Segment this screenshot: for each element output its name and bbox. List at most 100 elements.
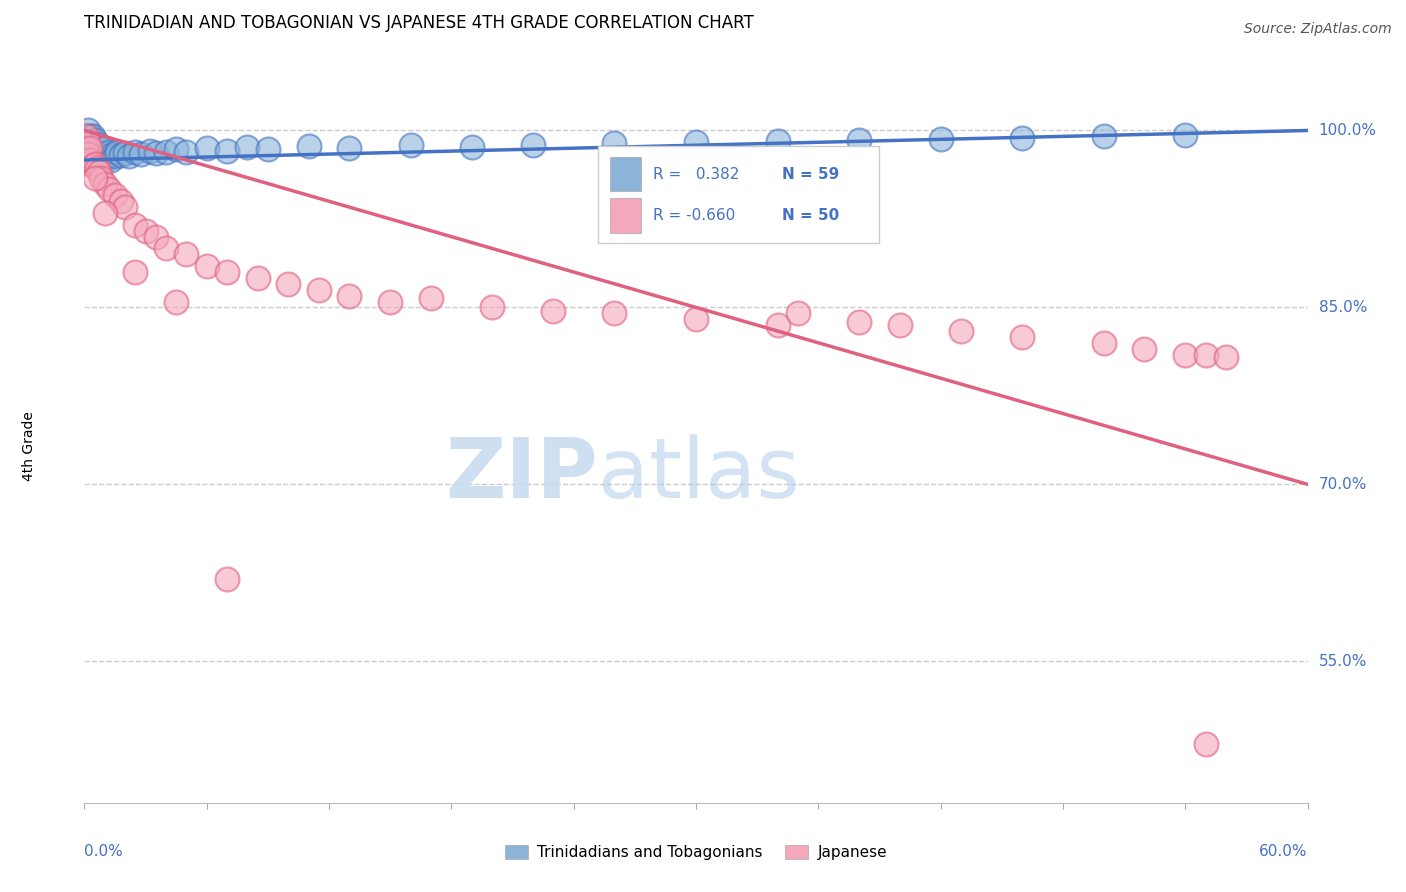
Point bbox=[93, 206, 115, 220]
Point bbox=[155, 145, 177, 159]
Text: 70.0%: 70.0% bbox=[1319, 477, 1367, 491]
Point bbox=[848, 133, 870, 147]
Point bbox=[90, 141, 112, 155]
Point bbox=[1133, 342, 1156, 356]
Point bbox=[90, 153, 112, 167]
Point bbox=[83, 149, 105, 163]
Text: ZIP: ZIP bbox=[446, 434, 598, 515]
Point bbox=[1195, 737, 1218, 751]
Point bbox=[950, 324, 973, 338]
Point bbox=[97, 182, 120, 196]
Point bbox=[77, 147, 100, 161]
Point bbox=[110, 148, 132, 162]
Point bbox=[87, 165, 110, 179]
Point bbox=[91, 147, 114, 161]
Point bbox=[79, 153, 101, 167]
Point bbox=[145, 145, 167, 160]
Point bbox=[77, 129, 100, 144]
Point bbox=[131, 147, 153, 161]
Point bbox=[246, 271, 269, 285]
Point bbox=[277, 277, 299, 291]
Point bbox=[97, 145, 120, 159]
Text: N = 50: N = 50 bbox=[782, 208, 839, 223]
Point bbox=[82, 159, 104, 173]
Point bbox=[308, 283, 330, 297]
Point bbox=[75, 136, 97, 150]
Point bbox=[79, 153, 101, 167]
Point bbox=[174, 247, 197, 261]
Point bbox=[118, 149, 141, 163]
Point bbox=[77, 136, 100, 150]
Point bbox=[848, 314, 870, 328]
Point bbox=[174, 145, 197, 159]
Point bbox=[124, 145, 146, 159]
Text: Source: ZipAtlas.com: Source: ZipAtlas.com bbox=[1244, 22, 1392, 37]
Point bbox=[75, 141, 97, 155]
Point bbox=[603, 306, 626, 320]
Point bbox=[339, 141, 361, 155]
Point bbox=[929, 132, 952, 146]
Point bbox=[420, 291, 443, 305]
Point bbox=[75, 141, 97, 155]
Point bbox=[399, 137, 422, 152]
Point bbox=[1092, 335, 1115, 350]
Point bbox=[889, 318, 911, 332]
Point bbox=[83, 170, 105, 185]
Point bbox=[77, 136, 100, 150]
Text: 100.0%: 100.0% bbox=[1319, 123, 1376, 138]
Point bbox=[101, 147, 124, 161]
Point bbox=[339, 288, 361, 302]
Text: R = -0.660: R = -0.660 bbox=[654, 208, 735, 223]
Point bbox=[217, 572, 239, 586]
Point bbox=[124, 265, 146, 279]
Point bbox=[87, 137, 110, 152]
Point bbox=[93, 177, 115, 191]
Legend: Trinidadians and Tobagonians, Japanese: Trinidadians and Tobagonians, Japanese bbox=[499, 839, 893, 866]
Point bbox=[83, 133, 105, 147]
Text: 60.0%: 60.0% bbox=[1260, 845, 1308, 860]
Point bbox=[114, 200, 136, 214]
Point bbox=[461, 140, 484, 154]
Point bbox=[79, 141, 101, 155]
Point bbox=[87, 149, 110, 163]
Point bbox=[1174, 348, 1197, 362]
Point bbox=[787, 306, 810, 320]
Point bbox=[82, 129, 104, 144]
Point bbox=[86, 137, 108, 152]
Point bbox=[124, 218, 146, 232]
Point bbox=[82, 136, 104, 150]
Point bbox=[135, 224, 157, 238]
Point bbox=[75, 129, 97, 144]
Text: N = 59: N = 59 bbox=[782, 167, 839, 182]
Point bbox=[110, 194, 132, 209]
Point bbox=[96, 149, 118, 163]
Point bbox=[86, 161, 108, 176]
Point bbox=[104, 149, 127, 163]
Point bbox=[195, 141, 218, 155]
Point bbox=[100, 153, 122, 167]
Point bbox=[522, 137, 544, 152]
Point bbox=[1092, 129, 1115, 144]
Point bbox=[543, 304, 565, 318]
Point bbox=[1011, 330, 1033, 344]
Point bbox=[145, 229, 167, 244]
Text: 55.0%: 55.0% bbox=[1319, 654, 1367, 669]
Bar bbox=[610, 157, 641, 191]
Point bbox=[165, 294, 187, 309]
Point bbox=[105, 145, 128, 159]
Point bbox=[114, 145, 136, 160]
Bar bbox=[610, 198, 641, 233]
Point bbox=[77, 123, 100, 137]
Point bbox=[104, 188, 127, 202]
Text: atlas: atlas bbox=[598, 434, 800, 515]
Point bbox=[236, 140, 259, 154]
Point bbox=[195, 259, 218, 273]
Point bbox=[766, 318, 789, 332]
Text: TRINIDADIAN AND TOBAGONIAN VS JAPANESE 4TH GRADE CORRELATION CHART: TRINIDADIAN AND TOBAGONIAN VS JAPANESE 4… bbox=[84, 14, 754, 32]
Text: 4th Grade: 4th Grade bbox=[22, 411, 37, 481]
Point bbox=[1195, 348, 1218, 362]
Text: 0.0%: 0.0% bbox=[84, 845, 124, 860]
Point bbox=[1011, 130, 1033, 145]
Point bbox=[165, 142, 187, 156]
Point bbox=[79, 136, 101, 150]
